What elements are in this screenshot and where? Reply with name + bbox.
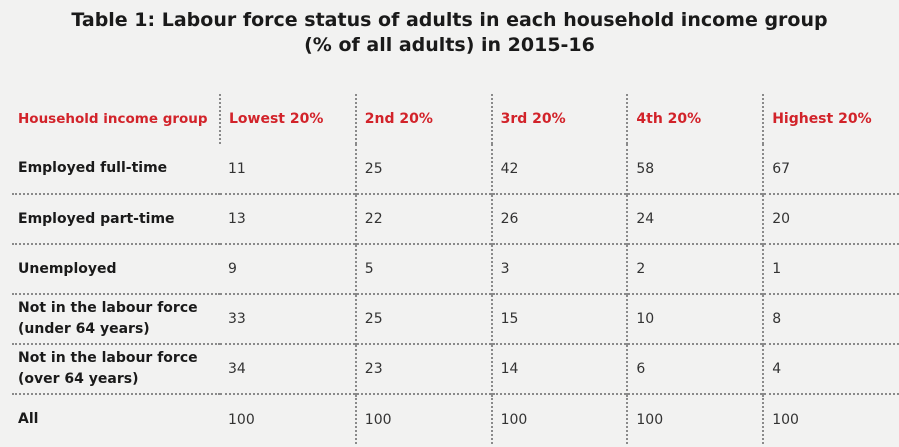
table-cell: 42 — [490, 144, 628, 194]
table-cell: 100 — [762, 393, 899, 444]
table-cell: 23 — [354, 343, 492, 394]
table-cell: 33 — [220, 293, 356, 344]
table-cell: 2 — [626, 243, 764, 294]
table-cell: 100 — [490, 393, 628, 444]
table-cell: 58 — [626, 144, 764, 194]
table-cell: 100 — [626, 393, 764, 444]
table-cell: 100 — [220, 393, 356, 444]
column-header-highest-20: Highest 20% — [762, 94, 899, 144]
table-row: All 100 100 100 100 100 — [12, 393, 899, 444]
table-cell: 67 — [762, 144, 899, 194]
row-label: Not in the labour force (under 64 years) — [12, 293, 220, 344]
header-row: Household income group Lowest 20% 2nd 20… — [12, 94, 899, 144]
column-header-2nd-20: 2nd 20% — [354, 94, 492, 144]
table-cell: 11 — [228, 160, 246, 177]
table-cell: 25 — [354, 144, 492, 194]
row-label: All — [12, 393, 220, 444]
table-title: Table 1: Labour force status of adults i… — [0, 8, 899, 58]
table-cell: 3 — [490, 243, 628, 294]
table-cell: 10 — [626, 293, 764, 344]
table-cell: 5 — [354, 243, 492, 294]
table-cell: 9 — [220, 243, 356, 294]
table-cell: 34 — [220, 343, 356, 394]
table-cell: 8 — [762, 293, 899, 344]
table-row: Employed full-time 11 25 42 58 67 — [12, 144, 899, 194]
table-row: Unemployed 9 5 3 2 1 — [12, 243, 899, 294]
row-label: Employed part-time — [12, 193, 220, 244]
row-label: Unemployed — [12, 243, 220, 294]
table-row: Not in the labour force (under 64 years)… — [12, 293, 899, 344]
column-header-lowest-20: Lowest 20% — [219, 94, 356, 144]
table-cell: 4 — [762, 343, 899, 394]
table-title-line-2: (% of all adults) in 2015-16 — [304, 34, 595, 56]
column-header-3rd-20: 3rd 20% — [490, 94, 628, 144]
row-label: Not in the labour force (over 64 years) — [12, 343, 220, 394]
table-cell: 13 — [220, 193, 356, 244]
table-cell: 14 — [490, 343, 628, 394]
table-cell: 24 — [626, 193, 764, 244]
table-cell: 100 — [354, 393, 492, 444]
row-label: Employed full-time — [18, 160, 168, 176]
table-cell: 1 — [762, 243, 899, 294]
table-row: Employed part-time 13 22 26 24 20 — [12, 193, 899, 244]
table-cell: 22 — [354, 193, 492, 244]
table-cell: 25 — [354, 293, 492, 344]
table-cell: 6 — [626, 343, 764, 394]
table-cell: 15 — [490, 293, 628, 344]
table-cell: 20 — [762, 193, 899, 244]
labour-force-table: Household income group Lowest 20% 2nd 20… — [12, 94, 899, 444]
column-header-income-group: Household income group — [18, 111, 208, 127]
column-header-4th-20: 4th 20% — [626, 94, 764, 144]
table-cell: 26 — [490, 193, 628, 244]
table-row: Not in the labour force (over 64 years) … — [12, 343, 899, 394]
table-title-line-1: Table 1: Labour force status of adults i… — [71, 9, 828, 31]
